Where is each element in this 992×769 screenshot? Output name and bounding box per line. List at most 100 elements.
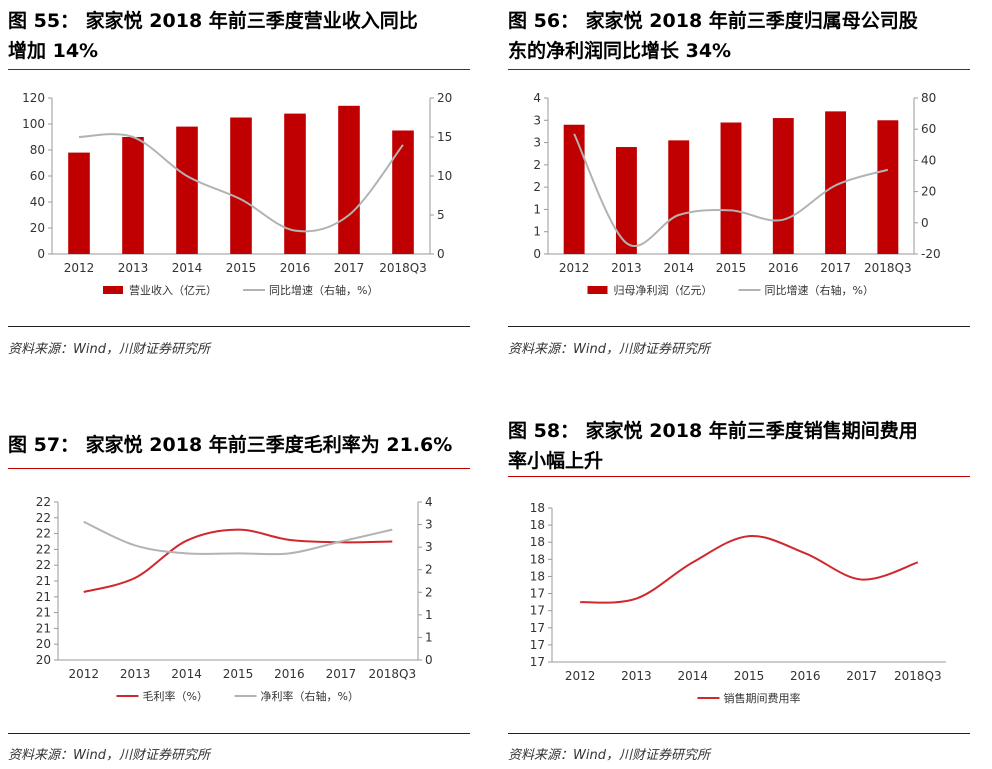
figure-56-title-line2: 东的净利润同比增长 34% (508, 40, 732, 62)
left-tick-label: 20 (30, 221, 45, 235)
figure-58-chart: 17 17 17 17 17 18 18 18 18 18 2012 2013 2014 2015 2016… (530, 501, 946, 705)
figure-56-title-line1: 图 56： 家家悦 2018 年前三季度归属母公司股 (508, 10, 918, 32)
x-tick-label: 2012 (565, 669, 596, 683)
figure-58-title: 图 58： 家家悦 2018 年前三季度销售期间费用 率小幅上升 (508, 416, 970, 476)
right-tick-label: 15 (437, 130, 452, 144)
left-tick-label: 20 (36, 637, 51, 651)
left-tick-label: 40 (30, 195, 45, 209)
legend-swatch-0 (587, 286, 608, 294)
left-tick-label: 22 (36, 558, 51, 572)
x-tick-label: 2014 (172, 261, 203, 275)
x-tick-label: 2016 (790, 669, 821, 683)
bar-2014 (668, 140, 690, 254)
right-tick-label: 20 (437, 91, 452, 105)
bar-2015 (720, 122, 742, 254)
right-tick-label: 10 (437, 169, 452, 183)
legend-label-0: 销售期间费用率 (724, 691, 801, 705)
figure-55: 图 55： 家家悦 2018 年前三季度营业收入同比 增加 14% 0 20 40 6… (8, 6, 470, 366)
bar-2015 (230, 117, 252, 254)
bar-2013 (122, 137, 144, 254)
right-tick-label: 3 (425, 518, 433, 532)
figure-55-title: 图 55： 家家悦 2018 年前三季度营业收入同比 增加 14% (8, 6, 470, 66)
right-tick-label: 0 (921, 216, 929, 230)
left-tick-label: 2 (533, 180, 541, 194)
left-tick-label: 20 (36, 653, 51, 667)
figure-57-title-line1: 图 57： 家家悦 2018 年前三季度毛利率为 21.6% (8, 434, 453, 456)
figure-56-chart: 0 1 1 2 2 3 3 4 -20 0 20 40 60 80 2012 2013 2014 2015 2016… (533, 91, 940, 297)
x-tick-label: 2017 (326, 667, 357, 681)
series-line-1 (573, 133, 889, 247)
legend-label-1: 净利率（右轴，%） (261, 689, 359, 703)
figure-57-title-rule (8, 468, 470, 469)
figure-55-title-line2: 增加 14% (8, 40, 99, 62)
left-tick-label: 17 (530, 621, 545, 635)
x-tick-label: 2013 (621, 669, 652, 683)
figure-58-source: 资料来源：Wind，川财证券研究所 (508, 748, 710, 763)
x-tick-label: 2012 (559, 261, 590, 275)
x-tick-label: 2017 (820, 261, 851, 275)
left-tick-label: 18 (530, 535, 545, 549)
figure-55-source: 资料来源：Wind，川财证券研究所 (8, 342, 210, 357)
x-tick-label: 2018Q3 (864, 261, 912, 275)
right-tick-label: 0 (437, 247, 445, 261)
bar-2016 (772, 118, 794, 254)
x-tick-label: 2016 (274, 667, 305, 681)
figure-55-title-line1: 图 55： 家家悦 2018 年前三季度营业收入同比 (8, 10, 418, 32)
right-tick-label: 80 (921, 91, 936, 105)
left-tick-label: 22 (36, 527, 51, 541)
left-tick-label: 21 (36, 606, 51, 620)
x-tick-label: 2016 (280, 261, 311, 275)
figure-56: 图 56： 家家悦 2018 年前三季度归属母公司股 东的净利润同比增长 34%… (508, 6, 970, 366)
left-tick-label: 120 (22, 91, 45, 105)
left-tick-label: 3 (533, 113, 541, 127)
figure-55-chart: 0 20 40 60 80 100 120 0 5 10 15 20 2012 2013 2014 2015 2… (22, 91, 452, 297)
left-tick-label: 21 (36, 590, 51, 604)
left-tick-label: 17 (530, 655, 545, 669)
x-tick-label: 2015 (223, 667, 254, 681)
x-tick-label: 2013 (120, 667, 151, 681)
x-tick-label: 2014 (171, 667, 202, 681)
left-tick-label: 3 (533, 136, 541, 150)
legend-label-1: 同比增速（右轴，%） (765, 283, 874, 297)
right-tick-label: 60 (921, 122, 936, 136)
bar-2012 (68, 152, 90, 254)
series-line-0 (580, 535, 919, 604)
legend-label-1: 同比增速（右轴，%） (269, 283, 378, 297)
figure-57-title: 图 57： 家家悦 2018 年前三季度毛利率为 21.6% (8, 430, 478, 460)
left-tick-label: 0 (37, 247, 45, 261)
series-line-1 (78, 133, 404, 233)
bar-2018Q3 (392, 130, 414, 254)
left-tick-label: 4 (533, 91, 541, 105)
figure-58-bottom-rule (508, 733, 970, 734)
x-tick-label: 2012 (68, 667, 99, 681)
x-tick-label: 2017 (334, 261, 365, 275)
left-tick-label: 1 (533, 225, 541, 239)
left-tick-label: 22 (36, 542, 51, 556)
right-tick-label: 1 (425, 608, 433, 622)
left-tick-label: 0 (533, 247, 541, 261)
right-tick-label: 4 (425, 495, 433, 509)
left-tick-label: 17 (530, 604, 545, 618)
right-tick-label: 2 (425, 585, 433, 599)
legend-label-0: 营业收入（亿元） (129, 283, 217, 297)
legend-swatch-0 (103, 286, 123, 294)
left-tick-label: 80 (30, 143, 45, 157)
figure-55-title-rule (8, 69, 470, 70)
x-tick-label: 2013 (611, 261, 642, 275)
x-tick-label: 2014 (663, 261, 694, 275)
figure-57-bottom-rule (8, 733, 470, 734)
left-tick-label: 2 (533, 158, 541, 172)
bar-2014 (176, 126, 198, 254)
right-tick-label: 40 (921, 153, 936, 167)
figure-57: 图 57： 家家悦 2018 年前三季度毛利率为 21.6% 20 20 21 21 2… (8, 428, 470, 769)
figure-56-source: 资料来源：Wind，川财证券研究所 (508, 342, 710, 357)
left-tick-label: 22 (36, 495, 51, 509)
left-tick-label: 1 (533, 202, 541, 216)
figure-55-bottom-rule (8, 326, 470, 327)
left-tick-label: 21 (36, 621, 51, 635)
figure-58-title-line1: 图 58： 家家悦 2018 年前三季度销售期间费用 (508, 420, 918, 442)
series-line-0 (83, 528, 393, 594)
right-tick-label: 2 (425, 563, 433, 577)
left-tick-label: 18 (530, 569, 545, 583)
